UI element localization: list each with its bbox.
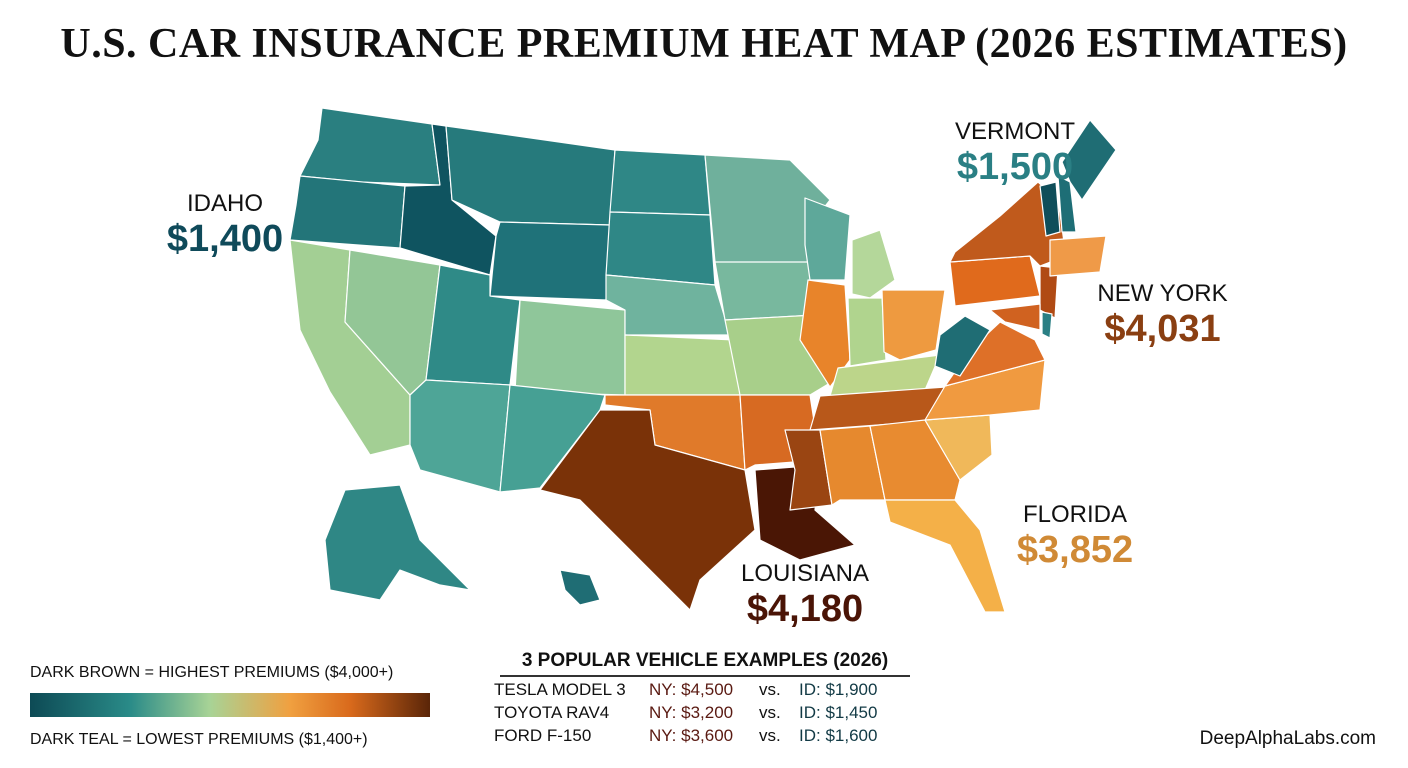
- callout-value: $3,852: [1016, 529, 1134, 571]
- state-ga: [869, 419, 961, 501]
- legend-low-label: DARK TEAL = LOWEST PREMIUMS ($1,400+): [30, 731, 368, 748]
- vehicle-examples-title: 3 POPULAR VEHICLE EXAMPLES (2026): [500, 650, 910, 677]
- callout-louisiana: LOUISIANA $4,180: [735, 560, 875, 630]
- vehicle-model: TOYOTA RAV4: [494, 703, 610, 722]
- vehicle-model: FORD F-150: [494, 726, 592, 745]
- vs-label: vs.: [759, 703, 781, 722]
- legend-high-label: DARK BROWN = HIGHEST PREMIUMS ($4,000+): [30, 664, 394, 681]
- state-ms: [784, 429, 833, 511]
- state-ks: [624, 334, 741, 396]
- callout-name: LOUISIANA: [740, 560, 870, 587]
- state-al: [819, 425, 886, 506]
- id-price: ID: $1,900: [799, 680, 878, 699]
- vs-label: vs.: [759, 726, 781, 745]
- state-ky: [829, 354, 941, 397]
- state-wa: [299, 107, 441, 186]
- state-wy: [489, 221, 611, 301]
- state-in: [847, 297, 887, 367]
- callout-idaho: IDAHO $1,400: [160, 190, 290, 260]
- state-or: [289, 175, 406, 249]
- id-price: ID: $1,450: [799, 703, 878, 722]
- callout-name: FLORIDA: [1022, 501, 1127, 528]
- state-vt: [1039, 181, 1061, 237]
- state-wv: [934, 315, 991, 377]
- state-me: [1061, 119, 1117, 201]
- state-tx: [539, 409, 756, 611]
- state-co: [514, 299, 626, 396]
- ny-price: NY: $4,500: [649, 680, 734, 699]
- state-mi: [851, 229, 896, 299]
- state-de: [1041, 311, 1053, 339]
- state-ma-ct-ri: [1049, 235, 1107, 277]
- state-mt: [445, 125, 616, 226]
- vehicle-model: TESLA MODEL 3: [494, 680, 626, 699]
- state-nd: [609, 149, 711, 216]
- state-pa: [949, 255, 1041, 307]
- state-fl: [884, 499, 1006, 613]
- callout-name: NEW YORK: [1097, 280, 1228, 307]
- state-hi: [559, 569, 601, 606]
- state-ia: [714, 261, 816, 321]
- color-legend: DARK BROWN = HIGHEST PREMIUMS ($4,000+) …: [30, 664, 430, 749]
- state-sd: [605, 211, 716, 286]
- state-md: [989, 303, 1041, 331]
- callout-new-york: NEW YORK $4,031: [1090, 280, 1235, 350]
- vehicle-row: TOYOTA RAV4 NY: $3,200 vs. ID: $1,450: [494, 703, 934, 723]
- callout-name: VERMONT: [955, 118, 1075, 145]
- callout-value: $4,031: [1104, 308, 1221, 350]
- callout-value: $1,500: [956, 146, 1074, 188]
- state-oh: [881, 289, 946, 361]
- state-az: [409, 379, 511, 493]
- page-title: U.S. CAR INSURANCE PREMIUM HEAT MAP (202…: [60, 21, 1348, 67]
- callout-value: $1,400: [166, 218, 284, 260]
- legend-gradient-bar: [30, 693, 430, 717]
- callout-vermont: VERMONT $1,500: [945, 118, 1085, 188]
- ny-price: NY: $3,200: [649, 703, 734, 722]
- callout-florida: FLORIDA $3,852: [1000, 501, 1150, 571]
- vehicle-row: TESLA MODEL 3 NY: $4,500 vs. ID: $1,900: [494, 680, 934, 700]
- vehicle-examples: 3 POPULAR VEHICLE EXAMPLES (2026) TESLA …: [494, 650, 934, 746]
- callout-value: $4,180: [746, 588, 864, 630]
- state-wi: [804, 197, 851, 281]
- callout-name: IDAHO: [186, 190, 263, 217]
- state-nh: [1057, 175, 1077, 233]
- vehicle-row: FORD F-150 NY: $3,600 vs. ID: $1,600: [494, 726, 934, 746]
- brand-credit: DeepAlphaLabs.com: [1199, 728, 1376, 749]
- state-ak: [324, 484, 471, 601]
- id-price: ID: $1,600: [799, 726, 878, 745]
- vs-label: vs.: [759, 680, 781, 699]
- state-nm: [499, 384, 606, 493]
- ny-price: NY: $3,600: [649, 726, 734, 745]
